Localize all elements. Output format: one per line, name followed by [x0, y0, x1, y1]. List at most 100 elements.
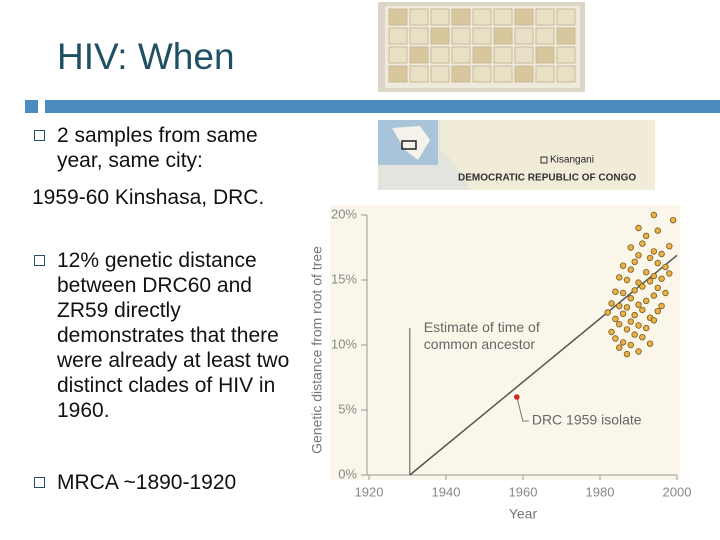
data-point — [623, 350, 631, 358]
sample-block — [514, 27, 534, 45]
data-point — [635, 322, 642, 329]
data-point — [646, 254, 654, 262]
data-point — [619, 262, 627, 269]
sample-block — [388, 27, 408, 45]
data-point — [662, 289, 669, 297]
bullet-marker — [34, 130, 45, 141]
data-point — [658, 275, 665, 282]
bullet-text: 12% genetic distance between DRC60 and Z… — [57, 249, 290, 422]
data-point — [616, 321, 623, 328]
y-tick-label: 10% — [331, 336, 357, 351]
bullet-marker — [34, 255, 45, 266]
sample-block — [556, 46, 576, 64]
accent-bar — [45, 100, 720, 113]
y-tick-label: 5% — [338, 401, 357, 416]
map-city: Kisangani — [550, 155, 594, 166]
data-point — [650, 317, 658, 324]
data-point — [639, 306, 646, 314]
accent-square — [25, 100, 38, 113]
data-point — [612, 288, 619, 295]
data-point — [666, 242, 673, 250]
data-point — [654, 308, 661, 315]
x-tick-label: 1960 — [509, 484, 538, 499]
data-point — [635, 224, 642, 232]
data-point — [643, 232, 650, 239]
sample-block — [451, 8, 471, 26]
map-country: DEMOCRATIC REPUBLIC OF CONGO — [458, 173, 636, 184]
sample-block — [556, 65, 576, 83]
data-point — [619, 339, 627, 346]
sample-block — [430, 46, 450, 64]
sample-block — [514, 46, 534, 64]
data-point — [662, 263, 669, 271]
x-tick-label: 1940 — [432, 484, 461, 499]
sample-block — [472, 8, 492, 26]
data-point — [646, 340, 654, 347]
map: Kisangani DEMOCRATIC REPUBLIC OF CONGO — [378, 120, 655, 190]
data-point — [627, 341, 634, 349]
sample-block — [514, 8, 534, 26]
sample-block — [535, 27, 555, 45]
sample-block — [430, 8, 450, 26]
sample-block — [409, 8, 429, 26]
data-point — [635, 279, 642, 286]
x-tick-label: 1920 — [355, 484, 384, 499]
data-point — [631, 258, 638, 265]
sample-block — [493, 65, 513, 83]
data-point — [608, 328, 615, 336]
y-tick-label: 0% — [338, 466, 357, 481]
data-point — [650, 211, 658, 219]
sample-block — [451, 46, 471, 64]
bullet-text: MRCA ~1890-1920 — [57, 471, 237, 494]
data-point — [612, 335, 619, 342]
leader-line — [516, 396, 529, 422]
annotation: Estimate of time of — [424, 319, 540, 335]
sample-block — [472, 65, 492, 83]
x-axis-label: Year — [509, 506, 538, 522]
data-point — [643, 297, 650, 304]
data-point — [619, 310, 627, 317]
bullet-marker — [34, 477, 45, 488]
data-point — [650, 292, 658, 299]
y-axis-label: Genetic distance from root of tree — [309, 246, 325, 454]
data-point — [643, 269, 650, 276]
data-point — [635, 252, 642, 259]
data-point — [616, 274, 623, 281]
sample-block — [388, 46, 408, 64]
data-point — [650, 248, 658, 255]
data-point — [612, 315, 619, 323]
data-point — [623, 326, 631, 333]
bullet-text: 1959-60 Kinshasa, DRC. — [32, 186, 265, 209]
data-point — [643, 324, 650, 332]
data-point — [627, 244, 634, 251]
data-point — [627, 295, 634, 302]
sample-block — [493, 8, 513, 26]
data-point — [627, 266, 634, 273]
annotation: DRC 1959 isolate — [532, 412, 642, 428]
sample-block — [535, 65, 555, 83]
data-point — [666, 270, 673, 277]
data-point — [631, 331, 638, 338]
sample-block — [430, 27, 450, 45]
chart: 0% 5% 10% 15% 20% 1920 1940 1960 1980 2000 Year Gen… — [309, 206, 692, 521]
bullet-text: 2 samples from same year, same city: — [57, 124, 258, 172]
data-point — [654, 259, 661, 267]
x-tick-label: 2000 — [663, 484, 692, 499]
data-point — [619, 289, 627, 297]
y-tick-label: 15% — [331, 271, 357, 286]
highlight-point — [514, 394, 520, 400]
data-point — [623, 276, 631, 284]
sample-block — [388, 8, 408, 26]
data-point — [650, 272, 658, 280]
sample-block — [493, 46, 513, 64]
data-point — [631, 311, 638, 319]
data-point — [616, 344, 623, 351]
data-point — [627, 318, 634, 325]
data-point — [658, 250, 665, 258]
sample-block — [409, 46, 429, 64]
sample-block — [493, 27, 513, 45]
sample-blocks — [388, 8, 576, 83]
data-point — [654, 284, 661, 291]
